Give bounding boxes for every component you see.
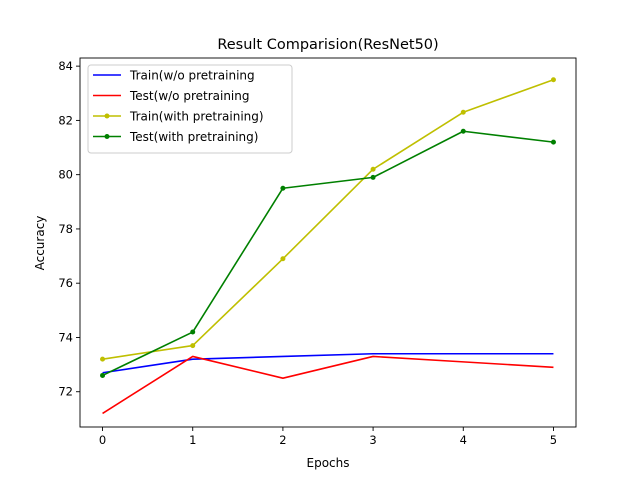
x-tick-label: 4 xyxy=(460,433,467,447)
series-line-3 xyxy=(102,130,554,377)
legend: Train(w/o pretraining Test(w/o pretrainin… xyxy=(87,64,293,154)
series-2-point xyxy=(550,77,556,83)
y-tick-label: 74 xyxy=(58,330,73,344)
series-2-point xyxy=(100,356,106,362)
legend-label-1: Test(w/o pretraining xyxy=(129,89,249,103)
series-line-0 xyxy=(102,352,554,374)
x-tick-label: 0 xyxy=(99,433,106,447)
series-3-point xyxy=(370,174,376,180)
series-line-1 xyxy=(102,355,554,415)
y-tick-label: 84 xyxy=(58,59,73,73)
y-tick-label: 72 xyxy=(58,385,73,399)
series-3-point xyxy=(280,185,286,191)
series-3-point xyxy=(550,139,556,145)
x-tick-label: 5 xyxy=(550,433,557,447)
y-tick-label: 76 xyxy=(58,276,73,290)
series-2-point xyxy=(280,256,286,262)
series-3-point xyxy=(190,329,196,335)
legend-marker-2 xyxy=(104,113,110,119)
x-tick-label: 1 xyxy=(189,433,196,447)
x-axis-label: Epochs xyxy=(307,456,350,470)
legend-box xyxy=(87,64,293,154)
legend-label-0: Train(w/o pretraining xyxy=(129,69,255,83)
legend-marker-3 xyxy=(104,134,110,139)
series-line-2 xyxy=(102,78,554,360)
y-tick-label: 78 xyxy=(58,222,73,236)
y-tick-label: 80 xyxy=(58,168,73,182)
plot-area: 0 1 2 3 4 5 72 74 76 78 80 82 84 xyxy=(58,57,577,447)
chart-title: Result Comparision(ResNet50) xyxy=(217,37,438,53)
x-tick-label: 3 xyxy=(369,433,376,447)
series-3-point xyxy=(460,128,466,134)
series-2-point xyxy=(190,343,196,349)
legend-label-2: Train(with pretraining) xyxy=(129,110,264,124)
series-2-point xyxy=(370,166,376,172)
x-tick-label: 2 xyxy=(279,433,286,447)
series-2-point xyxy=(460,109,466,115)
axes-frame xyxy=(79,57,577,428)
y-axis-label: Accuracy xyxy=(33,216,47,271)
y-tick-label: 82 xyxy=(58,113,73,127)
legend-label-3: Test(with pretraining) xyxy=(129,130,258,144)
series-3-point xyxy=(100,372,106,378)
